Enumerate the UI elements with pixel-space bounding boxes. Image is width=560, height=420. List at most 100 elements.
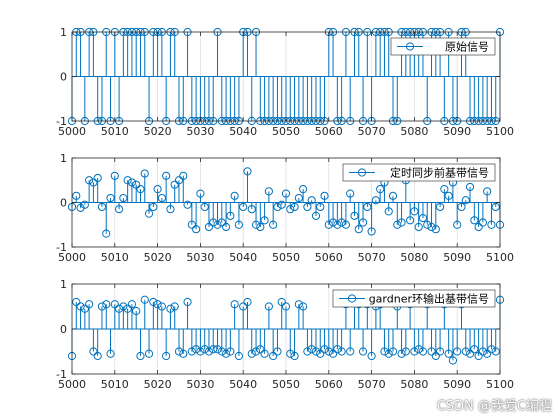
stem-marker: [388, 191, 398, 200]
stem-marker: [217, 347, 226, 356]
stem-marker: [192, 345, 201, 354]
stem-marker: [187, 347, 196, 356]
stem-marker: [93, 173, 102, 183]
stem-marker: [144, 209, 154, 218]
stem-marker: [281, 189, 291, 198]
x-tick-label: 5040: [229, 125, 257, 138]
stem-plot-pre-sync-baseband: 5000 5010 5020 5030 5040 5050 5060 5070 5080 5090…: [56, 152, 514, 264]
x-tick-label: 5100: [486, 125, 514, 138]
stem-marker: [311, 211, 321, 220]
stem-marker: [311, 347, 321, 356]
stem-marker: [157, 193, 166, 203]
stem-marker: [234, 351, 244, 361]
stem-marker: [106, 349, 115, 358]
stem-marker: [294, 193, 303, 203]
stem-marker: [397, 218, 406, 227]
stem-marker: [474, 222, 483, 232]
stem-marker: [179, 349, 188, 358]
legend-label: 定时同步前基带信号: [390, 166, 489, 180]
stem-marker: [256, 222, 265, 232]
stem-marker: [371, 196, 380, 205]
stem-marker: [346, 347, 355, 356]
stem-marker: [102, 229, 111, 238]
stem-marker: [299, 185, 308, 194]
stem-marker: [93, 351, 102, 361]
legend-label: 原始信号: [445, 40, 489, 54]
x-tick-label: 5010: [101, 378, 129, 391]
stem-marker: [316, 349, 325, 358]
stem-marker: [307, 196, 316, 205]
stem-marker: [444, 191, 453, 200]
stem-marker: [200, 202, 209, 212]
stem-marker: [110, 300, 119, 309]
stem-marker: [234, 220, 244, 229]
stem-marker: [76, 302, 85, 311]
stem-marker: [269, 220, 278, 229]
stem-marker: [333, 220, 342, 229]
stem-marker: [307, 345, 316, 354]
stem-marker: [209, 345, 218, 354]
stem-marker: [269, 351, 278, 361]
stem-marker: [221, 222, 231, 232]
stem-marker: [427, 222, 436, 232]
stem-marker: [316, 202, 325, 212]
stem-marker: [487, 220, 496, 229]
x-tick-label: 5100: [486, 378, 514, 391]
stem-marker: [153, 300, 162, 309]
stem-marker: [324, 220, 333, 229]
stem-marker: [149, 297, 158, 307]
stem-marker: [106, 193, 115, 203]
stem-marker: [157, 302, 166, 311]
stem-marker: [354, 225, 363, 234]
stem-marker: [410, 347, 419, 356]
stem-marker: [397, 349, 406, 358]
stem-marker: [483, 349, 492, 358]
stem-marker: [114, 205, 124, 214]
stem-marker: [179, 171, 188, 180]
stem-marker: [260, 216, 269, 225]
legend-marker: [357, 168, 367, 177]
stem-marker: [247, 205, 256, 214]
stem-marker: [217, 218, 226, 227]
stem-marker: [457, 202, 466, 212]
stem-marker: [80, 304, 89, 313]
stem-marker: [465, 182, 475, 192]
stem-marker: [273, 202, 282, 212]
stem-marker: [423, 220, 432, 229]
legend-box: [390, 37, 496, 56]
stem-marker: [221, 349, 231, 358]
stem-marker: [243, 167, 252, 176]
stem-marker: [204, 347, 214, 356]
stem-marker: [444, 349, 453, 358]
stem-marker: [358, 347, 368, 356]
stem-marker: [320, 191, 329, 200]
legend-box: [342, 163, 496, 182]
legend: 原始信号: [390, 37, 496, 56]
stem-marker: [264, 302, 273, 311]
stem-marker: [346, 189, 355, 198]
stem-marker: [376, 185, 385, 194]
x-tick-label: 5070: [358, 378, 386, 391]
x-tick-label: 5000: [58, 251, 86, 264]
x-tick-label: 5030: [186, 251, 214, 264]
stem-marker: [72, 191, 81, 200]
stem-marker: [461, 347, 470, 356]
stem-marker: [239, 302, 248, 311]
x-tick-label: 5070: [358, 125, 386, 138]
stem-marker: [453, 347, 462, 356]
x-tick-label: 5040: [229, 251, 257, 264]
stem-marker: [431, 351, 440, 361]
stem-marker: [328, 218, 338, 227]
stem-marker: [89, 178, 98, 187]
stem-marker: [256, 345, 265, 354]
stem-marker: [209, 218, 218, 227]
stem-marker: [491, 202, 500, 212]
stem-marker: [110, 171, 119, 180]
y-tick-label: -1: [56, 241, 67, 254]
stem-marker: [435, 202, 445, 212]
stem-marker: [204, 222, 214, 232]
y-tick-label: 1: [60, 278, 67, 291]
stem-marker: [140, 295, 149, 304]
stem-marker: [132, 306, 141, 316]
x-tick-label: 5060: [315, 378, 343, 391]
